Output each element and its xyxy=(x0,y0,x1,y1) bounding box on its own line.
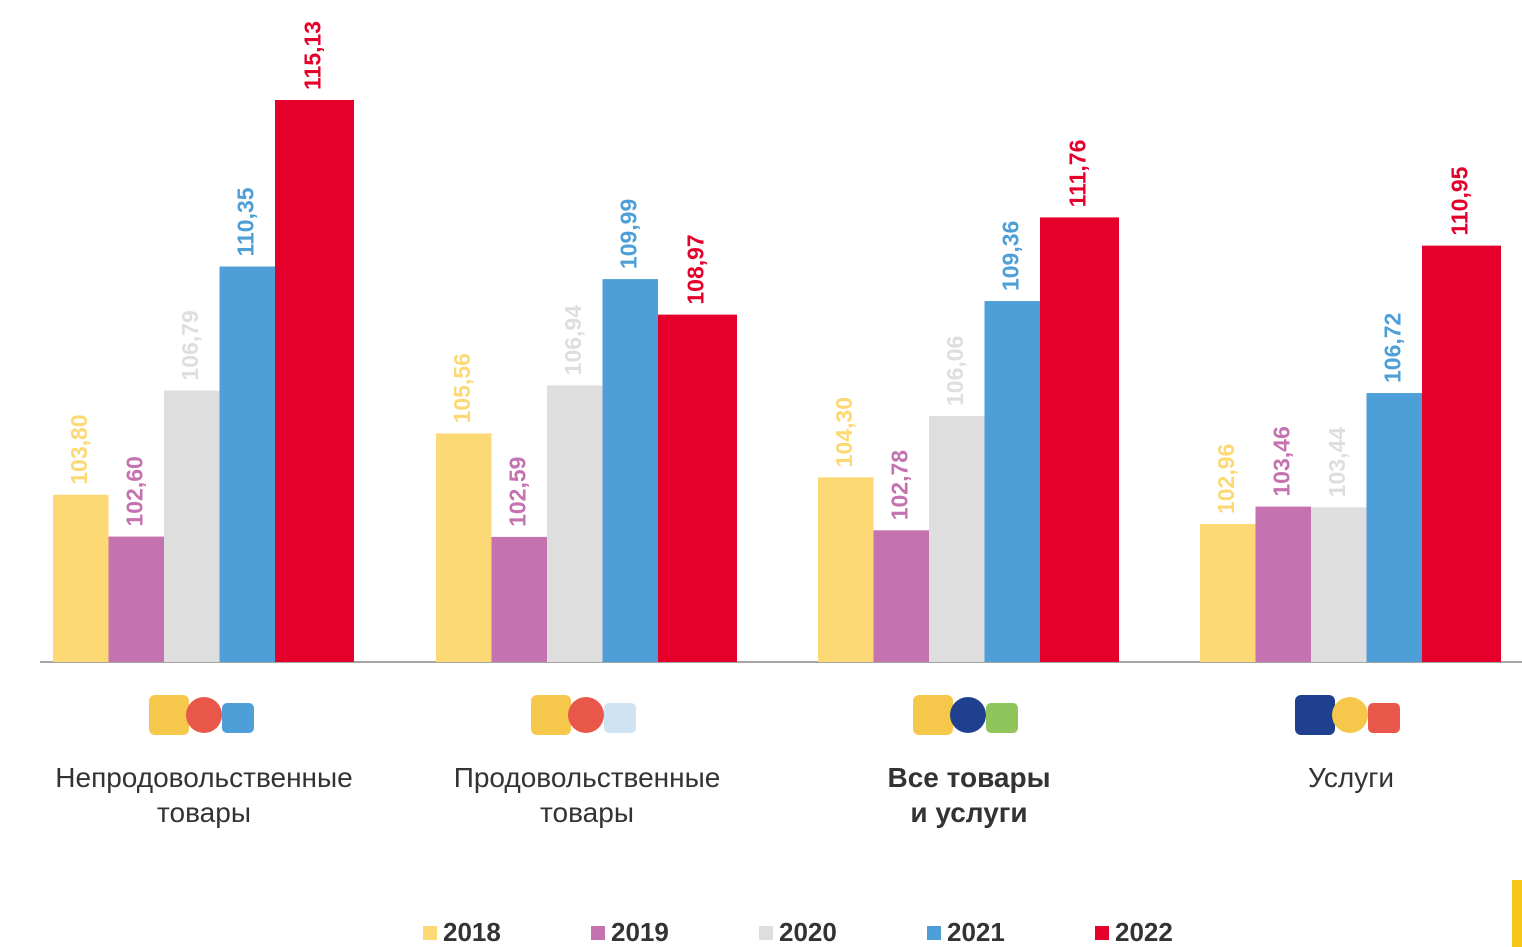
bar xyxy=(1311,507,1367,662)
legend-label: 2022 xyxy=(1115,917,1173,947)
icon-shape xyxy=(1368,703,1400,733)
value-label: 103,44 xyxy=(1324,427,1350,498)
bar xyxy=(929,416,985,662)
icon-shape xyxy=(913,695,953,735)
value-label: 109,36 xyxy=(997,221,1023,291)
value-label: 106,79 xyxy=(177,310,203,380)
icon-shape xyxy=(222,703,254,733)
legend-swatch xyxy=(591,926,605,940)
bar xyxy=(220,267,276,662)
icon-shape xyxy=(950,697,986,733)
legend-label: 2020 xyxy=(779,917,837,947)
icon-shape xyxy=(1295,695,1335,735)
legend-label: 2021 xyxy=(947,917,1005,947)
bar xyxy=(603,279,659,662)
value-label: 103,46 xyxy=(1268,426,1294,496)
value-label: 103,80 xyxy=(66,414,92,484)
page: 103,80 102,60 106,79 110,35 115,13 105,56 102,… xyxy=(0,0,1522,947)
value-label: 110,35 xyxy=(232,187,258,256)
value-label: 110,95 xyxy=(1447,166,1473,235)
accent-bar xyxy=(1512,880,1522,947)
icon-shape xyxy=(149,695,189,735)
value-label: 102,78 xyxy=(886,450,912,521)
value-label: 111,76 xyxy=(1065,140,1091,208)
bar xyxy=(436,433,492,662)
category-label: Все товары и услуги xyxy=(779,760,1159,830)
icon-shape xyxy=(531,695,571,735)
icon-shape xyxy=(186,697,222,733)
value-label: 102,60 xyxy=(121,456,147,526)
legend-swatch xyxy=(1095,926,1109,940)
bar xyxy=(275,100,354,662)
value-label: 108,97 xyxy=(683,234,709,304)
legend-swatch xyxy=(423,926,437,940)
bar xyxy=(1040,217,1119,662)
legend-label: 2018 xyxy=(443,917,501,947)
value-label: 106,72 xyxy=(1379,313,1405,383)
value-label: 102,59 xyxy=(504,457,530,527)
bar xyxy=(164,391,220,662)
category-label: Непродовольственные товары xyxy=(14,760,394,830)
bar xyxy=(1256,507,1312,662)
value-label: 106,06 xyxy=(942,336,968,406)
bar xyxy=(547,385,603,662)
value-label: 115,13 xyxy=(300,21,326,90)
icon-shape xyxy=(1332,697,1368,733)
bar xyxy=(874,530,930,662)
category-label: Продовольственные товары xyxy=(397,760,777,830)
legend-label: 2019 xyxy=(611,917,669,947)
bar xyxy=(658,315,737,662)
bar xyxy=(492,537,548,662)
icon-shape xyxy=(568,697,604,733)
bar xyxy=(1367,393,1423,662)
value-label: 109,99 xyxy=(615,199,641,269)
bar xyxy=(1422,246,1501,662)
value-label: 105,56 xyxy=(449,353,475,423)
bar xyxy=(53,495,109,662)
bar xyxy=(818,477,874,662)
legend-swatch xyxy=(927,926,941,940)
icon-shape xyxy=(604,703,636,733)
bar xyxy=(109,537,165,662)
value-label: 106,94 xyxy=(560,305,586,376)
category-label: Услуги xyxy=(1161,760,1522,795)
icon-shape xyxy=(986,703,1018,733)
bar xyxy=(985,301,1041,662)
value-label: 104,30 xyxy=(831,397,857,467)
value-label: 102,96 xyxy=(1213,444,1239,514)
legend-swatch xyxy=(759,926,773,940)
bar xyxy=(1200,524,1256,662)
